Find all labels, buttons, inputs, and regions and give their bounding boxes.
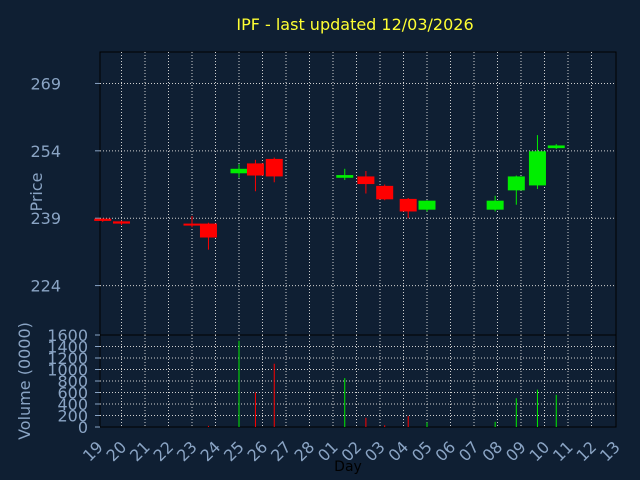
candle-body bbox=[357, 176, 375, 185]
candle-body bbox=[199, 223, 217, 238]
candle-down bbox=[183, 215, 201, 228]
candle-body bbox=[113, 221, 130, 224]
candle-body bbox=[376, 185, 394, 200]
candle-up bbox=[507, 175, 525, 205]
candle-body bbox=[265, 158, 283, 177]
candle-down bbox=[113, 220, 130, 225]
volume-grid bbox=[100, 335, 616, 427]
candle-body bbox=[230, 168, 248, 174]
candle-body bbox=[528, 151, 546, 186]
candle-up bbox=[230, 164, 248, 178]
candle-down bbox=[246, 159, 264, 192]
price-tick-label: 239 bbox=[30, 209, 61, 228]
candle-up bbox=[486, 195, 504, 212]
candle-up bbox=[336, 168, 354, 181]
price-axis-label: Price bbox=[27, 172, 46, 211]
volume-tick-label: 0 bbox=[78, 418, 88, 437]
candle-body bbox=[246, 163, 264, 176]
candle-up bbox=[547, 144, 565, 150]
volume-tick-label: 1400 bbox=[47, 338, 88, 357]
candle-down bbox=[94, 218, 112, 222]
x-tick-label: 13 bbox=[596, 437, 624, 465]
candle-down bbox=[399, 197, 417, 219]
chart-title: IPF - last updated 12/03/2026 bbox=[236, 15, 473, 34]
volume-tick-label: 600 bbox=[57, 384, 88, 403]
volume-tick-label: 800 bbox=[57, 372, 88, 391]
candle-body bbox=[183, 223, 201, 226]
candle-body bbox=[547, 145, 565, 149]
candle-body bbox=[336, 175, 354, 178]
volume-tick-label: 200 bbox=[57, 407, 88, 426]
volume-tick-label: 1000 bbox=[47, 361, 88, 380]
candle-down bbox=[357, 171, 375, 194]
candle-up bbox=[418, 200, 436, 212]
volume-tick-label: 1600 bbox=[47, 326, 88, 345]
candle-down bbox=[265, 157, 283, 183]
price-grid bbox=[100, 52, 616, 335]
x-axis-label: Day bbox=[334, 459, 362, 475]
volume-axis-label: Volume (0000) bbox=[15, 322, 34, 440]
candle-down bbox=[199, 222, 217, 250]
candle-body bbox=[418, 200, 436, 210]
price-y-ticks: 224 239 254 269 bbox=[30, 74, 100, 296]
candle-up bbox=[528, 135, 546, 190]
volume-bars bbox=[207, 340, 557, 427]
candle-down bbox=[376, 184, 394, 201]
candles bbox=[94, 135, 565, 250]
candle-body bbox=[486, 200, 504, 210]
candle-body bbox=[507, 176, 525, 191]
volume-tick-label: 1200 bbox=[47, 349, 88, 368]
price-panel-frame bbox=[99, 51, 617, 336]
price-tick-label: 269 bbox=[30, 74, 61, 93]
candle-body bbox=[94, 218, 112, 221]
price-tick-label: 224 bbox=[30, 277, 61, 296]
volume-tick-label: 400 bbox=[57, 395, 88, 414]
price-tick-label: 254 bbox=[30, 142, 61, 161]
candle-body bbox=[399, 198, 417, 212]
